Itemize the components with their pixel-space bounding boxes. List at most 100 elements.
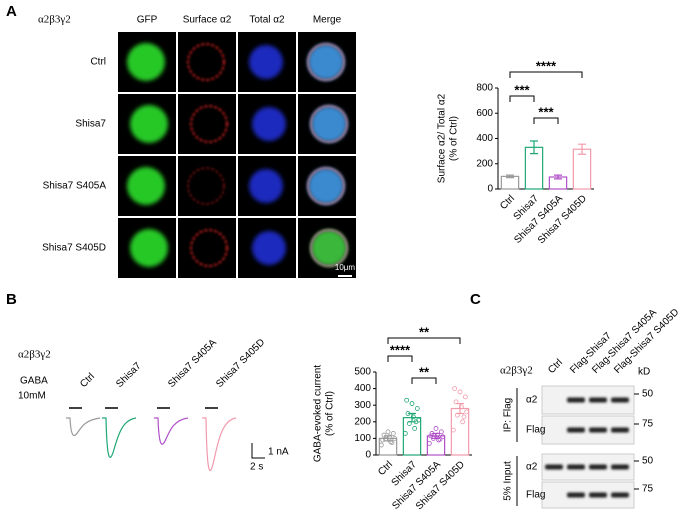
cell: [127, 167, 165, 205]
current-trace: [154, 417, 189, 445]
band: [611, 427, 629, 433]
data-point: [385, 429, 391, 435]
current-trace: [202, 417, 237, 471]
unit: kD: [638, 367, 650, 378]
data-point: [386, 434, 392, 440]
membrane-stain: [307, 43, 345, 81]
scale-current: 1 nA: [268, 447, 289, 458]
y-tick-label: 500: [354, 367, 371, 378]
significance-bracket: [533, 117, 559, 124]
trace-label: Shisa7 S405D: [214, 337, 267, 390]
significance-bracket: [411, 377, 437, 384]
cell: [130, 229, 168, 267]
bar: [500, 175, 520, 190]
y-axis-label: Surface α2/ Total α2: [437, 93, 448, 183]
significance-label: **: [419, 324, 430, 339]
data-point: [410, 414, 416, 420]
cell: [308, 44, 344, 80]
band: [589, 492, 607, 498]
band: [611, 464, 629, 470]
y-axis-label: (% of Ctrl): [325, 391, 336, 436]
data-point: [457, 389, 463, 395]
row-label: Shisa7 S405A: [43, 181, 107, 192]
cell: [130, 105, 168, 143]
trace-label: Shisa7 S405A: [166, 337, 219, 390]
significance-label: ***: [514, 82, 530, 97]
data-point: [405, 411, 411, 416]
current-trace: [66, 417, 101, 437]
error-bar: [506, 174, 514, 179]
row-label: Shisa7: [75, 119, 106, 130]
significance-label: ****: [390, 342, 411, 357]
data-point: [453, 399, 459, 405]
data-point: [413, 419, 419, 425]
trace-label: Ctrl: [78, 371, 97, 390]
data-point: [458, 404, 464, 410]
cell: [308, 168, 344, 204]
group-label: 5% Input: [503, 461, 514, 501]
y-tick-label: 0: [487, 184, 493, 195]
band: [589, 427, 607, 433]
data-point: [382, 436, 388, 442]
y-tick-label: 0: [365, 450, 371, 461]
micrograph: [178, 32, 236, 92]
scale-bar: [251, 443, 265, 459]
data-point: [412, 426, 418, 431]
data-point: [430, 435, 436, 441]
data-point: [460, 419, 466, 425]
membrane-stain: [310, 105, 348, 143]
significance-bracket: [387, 355, 413, 362]
data-point: [464, 409, 470, 415]
y-tick-label: 100: [354, 433, 371, 444]
data-point: [380, 437, 386, 443]
band: [589, 397, 607, 403]
row-label: Flag: [526, 490, 545, 501]
panel-label: C: [470, 291, 481, 308]
row-label: Shisa7 S405D: [42, 243, 106, 254]
construct: α2β3γ2: [38, 14, 71, 26]
significance-bracket: [509, 71, 583, 78]
marker-label: 75: [642, 484, 654, 495]
y-tick-label: 400: [476, 133, 493, 144]
band: [611, 492, 629, 498]
y-tick-label: 200: [476, 158, 493, 169]
band: [611, 397, 629, 403]
data-point: [402, 431, 408, 436]
membrane-stain: [307, 167, 345, 205]
marker-label: 50: [642, 456, 654, 467]
data-point: [434, 432, 440, 438]
row-label: Flag: [526, 425, 545, 436]
y-axis-label: (% of Ctrl): [449, 116, 460, 161]
significance-bracket: [509, 95, 535, 102]
significance-label: **: [419, 364, 430, 379]
error-bar: [578, 143, 586, 155]
band: [567, 464, 585, 470]
y-tick-label: 600: [476, 108, 493, 119]
significance-label: ****: [536, 58, 557, 73]
bar: [402, 417, 422, 456]
data-point: [414, 406, 420, 411]
data-point: [433, 426, 439, 431]
membrane-stain: [310, 229, 348, 267]
stimulus: GABA: [20, 376, 48, 387]
x-tick-label: Ctrl: [376, 459, 395, 478]
panel-label: B: [6, 291, 17, 308]
column-header: Surface α2: [183, 15, 232, 26]
cell: [311, 106, 347, 142]
data-point: [461, 414, 467, 420]
band: [567, 397, 585, 403]
row-label: α2: [526, 462, 538, 473]
data-point: [440, 434, 446, 440]
panel-label: A: [6, 3, 17, 20]
marker-label: 75: [642, 419, 654, 430]
data-point: [438, 429, 444, 435]
column-header: Merge: [313, 15, 342, 26]
band: [589, 464, 607, 470]
data-point: [429, 431, 435, 436]
cell: [249, 45, 283, 79]
data-point: [404, 397, 410, 403]
error-bar: [530, 140, 538, 155]
bar: [572, 148, 592, 190]
marker-label: 50: [642, 389, 654, 400]
